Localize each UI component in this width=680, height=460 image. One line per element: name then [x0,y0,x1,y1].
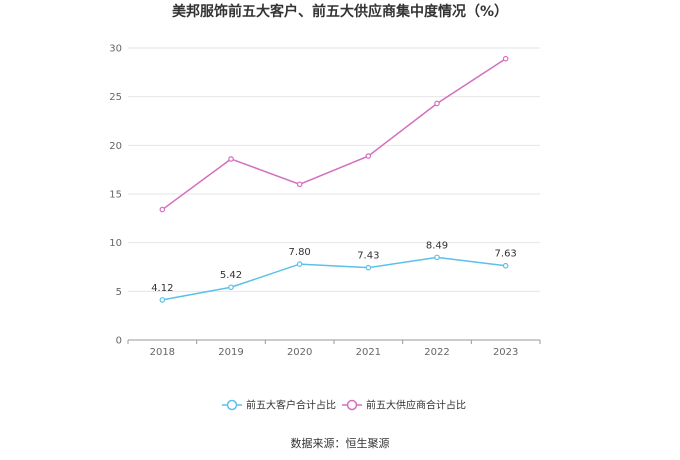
data-label: 7.80 [289,247,311,258]
y-tick-label: 15 [109,190,122,201]
data-point[interactable] [228,284,234,291]
legend-marker-1 [346,399,358,411]
data-point[interactable] [228,156,234,162]
y-tick-label: 0 [116,336,122,347]
series-group: 4.12 5.42 7.80 7.43 8.49 7.63 [151,55,517,303]
data-point[interactable] [159,206,166,213]
y-tick-label: 5 [116,287,122,298]
data-point[interactable] [502,262,509,269]
grid-lines [128,47,540,292]
legend-label-1[interactable]: 前五大供应商合计占比 [366,399,466,412]
data-point[interactable] [365,264,372,271]
legend-marker-0 [226,399,238,411]
x-tick-label: 2022 [424,347,449,358]
data-point[interactable] [296,261,303,267]
x-tick-label: 2020 [287,347,312,358]
data-label: 7.63 [495,249,517,260]
x-tick-label: 2021 [356,347,381,358]
data-label: 8.49 [426,240,448,251]
x-tick-label: 2019 [218,347,243,358]
data-point[interactable] [502,55,509,62]
y-tick-label: 25 [109,92,122,103]
data-label: 4.12 [151,283,173,294]
series-line-1 [161,58,507,211]
x-tick-label: 2023 [493,347,518,358]
data-label: 5.42 [220,270,242,281]
data-point[interactable] [434,100,440,107]
y-tick-label: 30 [109,44,122,55]
legend-label-0[interactable]: 前五大客户合计占比 [246,399,336,412]
axes: 0 5 10 15 20 25 30 2018 2019 2020 2021 2022 2023 [109,44,541,358]
y-tick-label: 10 [109,238,122,249]
data-point[interactable] [296,181,303,188]
data-point[interactable] [365,153,372,159]
x-tick-label: 2018 [150,347,175,358]
y-tick-label: 20 [109,141,122,152]
data-point[interactable] [434,254,440,261]
legend[interactable]: 前五大客户合计占比 前五大供应商合计占比 [222,399,466,412]
chart-title: 美邦服饰前五大客户、前五大供应商集中度情况（%） [172,3,508,20]
data-source: 数据来源：恒生聚源 [291,436,390,450]
data-point[interactable] [159,297,166,303]
series-line-0 [162,256,506,301]
data-label: 7.43 [357,251,379,262]
